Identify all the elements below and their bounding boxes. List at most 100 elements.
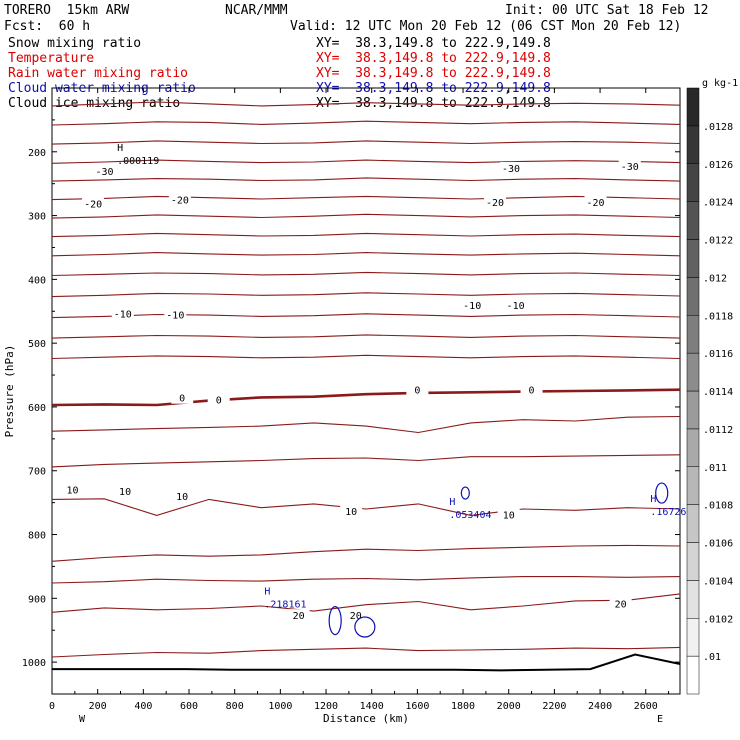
- contour-label-bg: [618, 160, 641, 173]
- contour-label: -10: [166, 311, 184, 322]
- colorbar-tick-label: .0122: [703, 236, 733, 247]
- max-marker: H: [264, 586, 270, 597]
- colorbar-segment: [686, 390, 700, 430]
- contour-label: -20: [586, 198, 604, 209]
- temperature-contour: [51, 544, 681, 562]
- contour-label-bg: [171, 391, 194, 404]
- temperature-contour: [51, 140, 681, 145]
- contour-label: 0: [414, 385, 420, 396]
- contour-label-bg: [168, 193, 191, 206]
- colorbar-tick-label: .0128: [703, 122, 733, 133]
- colorbar-segment: [686, 352, 700, 392]
- temperature-contour: [51, 646, 681, 658]
- x-tick-label: 1400: [360, 701, 384, 712]
- contour-label: 10: [176, 492, 188, 503]
- contour-label: 20: [293, 611, 305, 622]
- field-section: XY= 38.3,149.8 to 222.9,149.8: [316, 96, 551, 111]
- colorbar-segment: [686, 125, 700, 164]
- contour-label-bg: [82, 197, 105, 210]
- contour-label: 20: [350, 611, 362, 622]
- temperature-contour: [51, 498, 681, 516]
- x-end-label-left: W: [79, 714, 86, 725]
- contour-label-bg: [500, 162, 523, 175]
- temperature-contour: [51, 313, 681, 319]
- max-marker: H: [449, 497, 455, 508]
- colorbar-segment: [686, 87, 700, 127]
- center-label: NCAR/MMM: [225, 3, 288, 18]
- contour-label: -30: [95, 167, 113, 178]
- x-tick-label: 1600: [405, 701, 429, 712]
- colorbar-segment: [686, 542, 700, 581]
- colorbar-segment: [686, 580, 700, 619]
- field-name: Temperature: [8, 51, 95, 66]
- x-tick-label: 1000: [268, 701, 292, 712]
- contour-label: -10: [114, 309, 132, 320]
- colorbar-tick-label: .01: [703, 652, 721, 663]
- temperature-contour: [51, 454, 681, 468]
- x-tick-label: 2200: [542, 701, 566, 712]
- max-marker: H: [650, 494, 656, 505]
- contour-label: 0: [179, 394, 185, 405]
- temperature-contour: [51, 388, 681, 407]
- x-tick-label: 1200: [314, 701, 338, 712]
- x-axis-label: Distance (km): [323, 712, 409, 725]
- colorbar-segment: [686, 504, 700, 543]
- contour-label-bg: [164, 308, 187, 321]
- x-tick-label: 1800: [451, 701, 475, 712]
- colorbar-segment: [686, 315, 700, 354]
- x-tick-label: 2000: [497, 701, 521, 712]
- y-tick-label: 1000: [22, 658, 46, 669]
- x-end-label-right: E: [657, 714, 663, 725]
- contour-label-bg: [504, 299, 527, 312]
- max-value: .053404: [449, 510, 491, 521]
- field-name: Rain water mixing ratio: [8, 66, 189, 81]
- contour-label-bg: [340, 505, 363, 518]
- colorbar-segment: [686, 428, 700, 467]
- y-tick-label: 900: [28, 594, 46, 605]
- contour-label-bg: [520, 383, 543, 396]
- contour-label-bg: [207, 393, 230, 406]
- colorbar-segment: [686, 201, 700, 240]
- y-axis-label: Pressure (hPa): [3, 345, 16, 438]
- contour-label-bg: [61, 483, 84, 496]
- temperature-contour: [51, 101, 681, 107]
- forecast-label: Fcst: 60 h: [4, 19, 91, 34]
- cloud-water-contour: [328, 606, 342, 636]
- y-tick-label: 300: [28, 212, 46, 223]
- temperature-contour: [51, 415, 681, 434]
- colorbar-tick-label: .0108: [703, 501, 733, 512]
- field-section: XY= 38.3,149.8 to 222.9,149.8: [316, 51, 551, 66]
- cloud-water-contour: [354, 616, 376, 638]
- terrain-line: [52, 653, 681, 672]
- contour-label-bg: [171, 489, 194, 502]
- x-tick-label: 0: [49, 701, 55, 712]
- contour-label: -20: [84, 200, 102, 211]
- temperature-contour: [51, 593, 681, 613]
- contour-label: -20: [171, 195, 189, 206]
- colorbar-segment: [686, 239, 700, 278]
- contour-label-bg: [584, 195, 607, 208]
- colorbar-tick-label: .012: [703, 273, 727, 284]
- x-tick-label: 400: [134, 701, 152, 712]
- colorbar-tick-label: .0112: [703, 425, 733, 436]
- x-tick-label: 600: [180, 701, 198, 712]
- x-tick-label: 2600: [634, 701, 658, 712]
- y-tick-label: 600: [28, 403, 46, 414]
- colorbar-segment: [686, 618, 700, 657]
- max-value: .167267: [650, 507, 692, 518]
- cloud-water-contour: [460, 486, 470, 500]
- contour-label: -20: [486, 198, 504, 209]
- temperature-contour: [51, 232, 681, 238]
- max-value: .218161: [264, 599, 306, 610]
- colorbar-segment: [686, 163, 700, 202]
- temperature-contour: [51, 292, 681, 298]
- contour-label-bg: [406, 383, 429, 396]
- colorbar-segment: [686, 466, 700, 505]
- temperature-contour: [51, 159, 681, 164]
- init-label: Init: 00 UTC Sat 18 Feb 12: [505, 3, 709, 18]
- contour-label-bg: [497, 508, 520, 521]
- valid-label: Valid: 12 UTC Mon 20 Feb 12 (06 CST Mon …: [290, 19, 682, 34]
- temperature-contour: [51, 120, 681, 126]
- contour-label: 10: [67, 486, 79, 497]
